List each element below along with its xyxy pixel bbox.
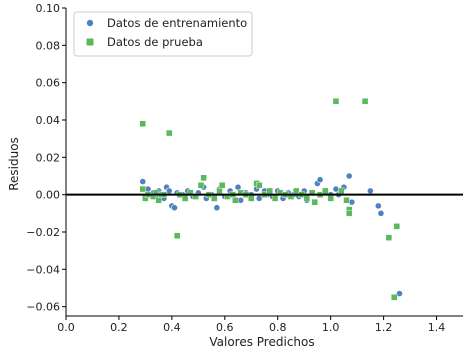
test-point-48: [385, 234, 393, 241]
test-point-15: [200, 174, 207, 182]
test-point-9: [173, 232, 181, 239]
train-point-21: [213, 204, 221, 212]
test-point-18: [216, 187, 223, 195]
train-point-53: [374, 202, 382, 210]
test-point-36: [303, 195, 311, 202]
test-point-14: [197, 182, 205, 189]
y-tick-label-4: 0.02: [36, 151, 61, 164]
test-point-30: [271, 195, 279, 202]
test-point-8: [166, 129, 173, 137]
train-point-12: [171, 204, 178, 212]
x-tick-label-7: 1.4: [428, 321, 446, 334]
train-point-50: [345, 172, 353, 180]
x-tick-label-2: 0.4: [163, 321, 181, 334]
test-point-17: [211, 195, 218, 202]
train-point-0: [139, 178, 147, 185]
test-point-49: [390, 294, 398, 301]
x-tick-label-0: 0.0: [57, 321, 75, 334]
test-point-40: [322, 187, 329, 195]
test-point-27: [256, 182, 263, 189]
test-point-13: [192, 193, 199, 200]
train-point-44: [316, 176, 324, 184]
test-point-25: [248, 195, 255, 202]
y-tick-label-7: 0.08: [36, 39, 61, 52]
y-tick-label-0: −0.06: [26, 301, 60, 314]
test-point-37: [308, 189, 316, 197]
y-tick-label-2: −0.02: [26, 226, 60, 239]
y-tick-label-3: 0.00: [36, 189, 61, 202]
y-tick-label-6: 0.06: [36, 77, 61, 90]
train-point-55: [396, 290, 403, 297]
test-point-0: [139, 120, 146, 127]
legend-label-test: Datos de prueba: [107, 35, 203, 49]
legend-marker-training: [86, 19, 94, 27]
test-point-11: [181, 195, 189, 202]
test-point-22: [232, 197, 239, 204]
test-point-38: [311, 198, 318, 206]
axes: 0.0 0.2 0.4 0.6 0.8 1.0 1.2 1.4 −0.06 −0.04 −0.02 0…: [26, 2, 463, 334]
test-point-47: [361, 98, 369, 105]
test-point-50: [393, 223, 401, 230]
test-point-33: [287, 193, 295, 200]
test-point-43: [338, 187, 345, 195]
test-point-5: [152, 189, 160, 197]
y-tick-label-8: 0.10: [36, 2, 61, 15]
x-axis-label: Valores Predichos: [209, 335, 314, 349]
y-axis-label: Residuos: [7, 137, 21, 191]
train-point-52: [366, 187, 374, 195]
train-point-26: [234, 183, 242, 191]
test-point-1: [139, 185, 146, 193]
x-tick-label-1: 0.2: [110, 321, 128, 334]
y-tick-label-5: 0.04: [36, 114, 61, 127]
test-point-44: [343, 197, 350, 204]
x-tick-label-4: 0.8: [269, 321, 287, 334]
test-point-19: [218, 182, 226, 189]
x-tick-label-3: 0.6: [216, 321, 234, 334]
test-point-42: [332, 98, 340, 105]
legend: Datos de entrenamiento Datos de prueba: [73, 11, 253, 57]
y-tick-label-1: −0.04: [26, 263, 60, 276]
test-point-12: [187, 189, 194, 197]
test-point-46: [345, 210, 353, 217]
train-point-54: [377, 209, 385, 217]
test-point-29: [266, 187, 273, 195]
legend-label-training: Datos de entrenamiento: [107, 16, 247, 30]
test-point-41: [327, 195, 334, 202]
test-point-6: [155, 197, 162, 204]
x-tick-label-5: 1.0: [322, 321, 340, 334]
legend-box: [73, 11, 253, 57]
legend-marker-test: [86, 38, 94, 46]
x-tick-label-6: 1.2: [375, 321, 393, 334]
